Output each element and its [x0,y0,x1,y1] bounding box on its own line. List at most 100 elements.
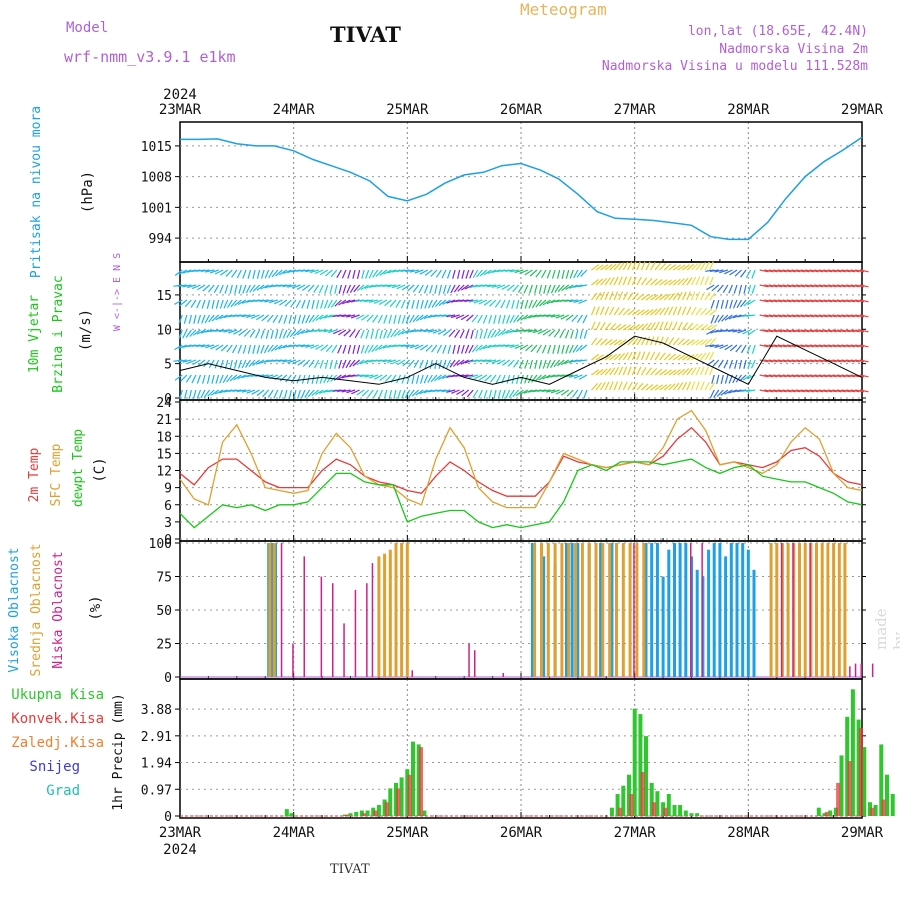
wind-barb [818,389,828,393]
wind-barb [379,374,388,381]
precip-bar [348,813,353,816]
wind-barb [636,293,644,301]
wind-barb [224,284,229,294]
wind-barb [672,354,681,361]
wind-barb [622,291,629,301]
wind-barb [441,269,447,279]
wind-barb [700,291,706,301]
wind-barb [236,314,247,317]
wind-barb [841,284,851,288]
cloud-bar [400,543,404,677]
wind-barb [201,299,206,309]
wind-barb [465,329,470,339]
wind-barb [538,359,543,369]
wind-barb [365,329,370,339]
wind-barb [814,344,824,348]
wind-barb [423,314,433,320]
wind-barb [573,269,579,279]
cloud-bar [712,543,716,677]
wind-barb [278,344,288,350]
wind-barb [306,299,311,309]
wind-barb [424,269,433,276]
wind-barb [613,307,620,316]
cloud-bar [542,556,546,677]
wind-barb [372,389,379,399]
wind-barb [261,314,270,322]
wind-barb [627,366,632,376]
precip-bar [695,813,700,816]
wind-barb [714,269,724,273]
wind-barb [366,314,374,322]
wind-barb [541,314,551,317]
precip-bar [856,719,861,816]
wind-barb [178,314,183,324]
wind-barb [738,359,743,369]
wind-barb [764,284,774,288]
wind-barb [532,329,542,334]
wind-barb [452,344,456,354]
wind-barb [513,314,520,323]
wind-barb [695,262,703,271]
wind-barb [845,329,856,333]
wind-barb [764,389,774,393]
precip-bar [847,760,852,816]
wind-barb [710,299,715,309]
wind-barb [431,299,438,308]
wind-barb [750,359,756,369]
wind-barb [219,314,228,320]
cloud-bar [394,543,398,677]
wind-barb [782,314,792,318]
cloud-bar [655,543,659,677]
wind-barb [311,389,320,397]
wind-barb [716,389,724,397]
wind-barb [746,389,756,393]
wind-barb [786,374,796,378]
wind-barb [823,299,833,303]
wind-barb [595,306,600,316]
wind-barb [206,374,211,384]
wind-barb [527,329,538,333]
wind-barb [705,344,715,347]
top-date-label: 23MAR [159,102,202,118]
wind-barb [814,269,824,273]
top-date-label: 24MAR [273,102,316,118]
cloud-bar [608,543,612,677]
wind-barb [368,299,378,303]
wind-barb [416,299,420,309]
y-tick-label: 0 [164,533,172,548]
cloud-bar [644,543,648,677]
wind-barb [453,284,461,293]
wind-barb [519,344,529,351]
wind-barb [242,284,247,294]
wind-barb [487,269,497,275]
wind-barb [434,359,438,369]
wind-barb [582,314,588,324]
wind-barb [314,329,324,332]
wind-barb [654,352,661,361]
wind-barb [352,359,360,367]
wind-barb [479,269,488,277]
wind-barb [370,329,374,339]
wind-barb [654,294,663,301]
wind-barb [184,389,188,399]
cloud-bar [610,543,614,677]
wind-barb [845,389,856,393]
wind-barb [631,382,639,391]
wind-barb [346,389,356,394]
elevation-info: Nadmorska Visina 2m [719,42,868,57]
wind-barb [311,299,315,309]
wind-barb [695,323,704,331]
wind-barb [534,284,538,294]
wind-barb [484,374,492,382]
wind-barb [739,299,747,308]
cloud-bar [320,576,323,677]
wind-barb [672,264,682,271]
wind-barb [278,389,283,399]
wind-barb [330,374,338,382]
wind-barb [319,314,329,320]
wind-barb [759,329,769,333]
wind-barb [528,299,533,309]
wind-barb [546,389,556,393]
wind-barb [636,261,641,271]
wind-barb [519,269,529,275]
